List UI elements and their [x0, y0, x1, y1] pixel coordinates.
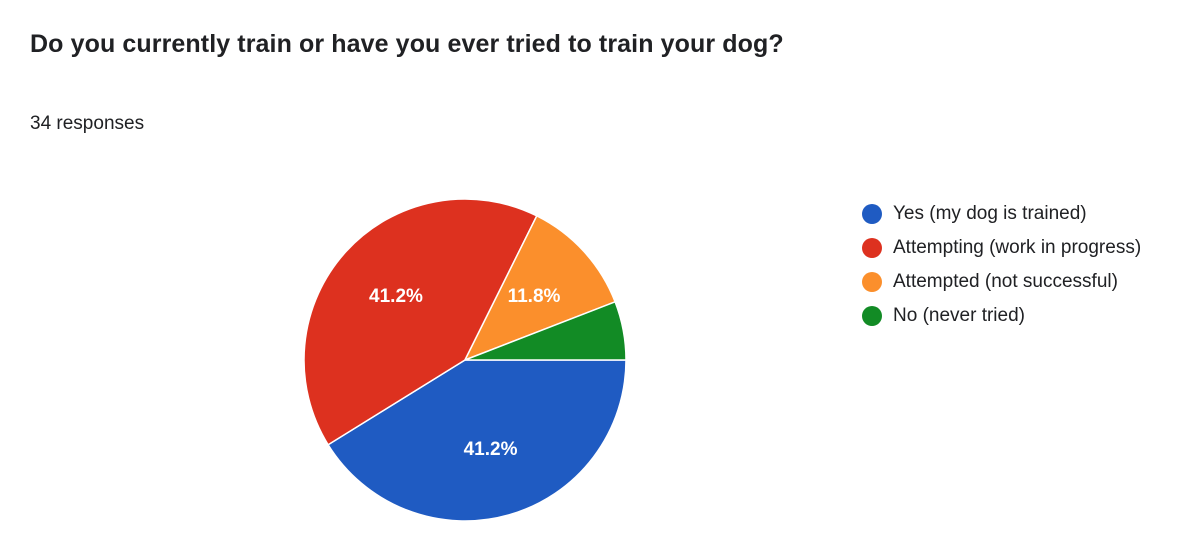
- response-count: 34 responses: [30, 113, 145, 134]
- legend-label-attempted: Attempted (not successful): [893, 271, 1118, 292]
- pie-slice-attempting[interactable]: [303, 198, 538, 446]
- pie-slice-labels: 41.2% 41.2% 11.8%: [369, 286, 560, 460]
- question-title: Do you currently train or have you ever …: [30, 30, 784, 58]
- legend-item-yes[interactable]: Yes (my dog is trained): [862, 197, 1141, 231]
- slice-label-yes: 41.2%: [464, 439, 518, 460]
- legend-swatch-no: [862, 306, 882, 326]
- pie-slice-attempted[interactable]: [463, 214, 617, 362]
- legend-item-attempted[interactable]: Attempted (not successful): [862, 265, 1141, 299]
- slice-label-attempting: 41.2%: [369, 286, 423, 307]
- legend-swatch-yes: [862, 204, 882, 224]
- legend-swatch-attempting: [862, 238, 882, 258]
- legend-swatch-attempted: [862, 272, 882, 292]
- pie-slice-yes[interactable]: [327, 359, 627, 522]
- pie-slices: [303, 198, 627, 522]
- pie-slice-no[interactable]: [464, 300, 627, 361]
- legend-item-attempting[interactable]: Attempting (work in progress): [862, 231, 1141, 265]
- legend-item-no[interactable]: No (never tried): [862, 299, 1141, 333]
- slice-label-attempted: 11.8%: [508, 286, 561, 307]
- legend-label-no: No (never tried): [893, 305, 1025, 326]
- legend-label-attempting: Attempting (work in progress): [893, 237, 1142, 258]
- chart-legend: Yes (my dog is trained) Attempting (work…: [862, 197, 1141, 333]
- legend-label-yes: Yes (my dog is trained): [893, 203, 1087, 224]
